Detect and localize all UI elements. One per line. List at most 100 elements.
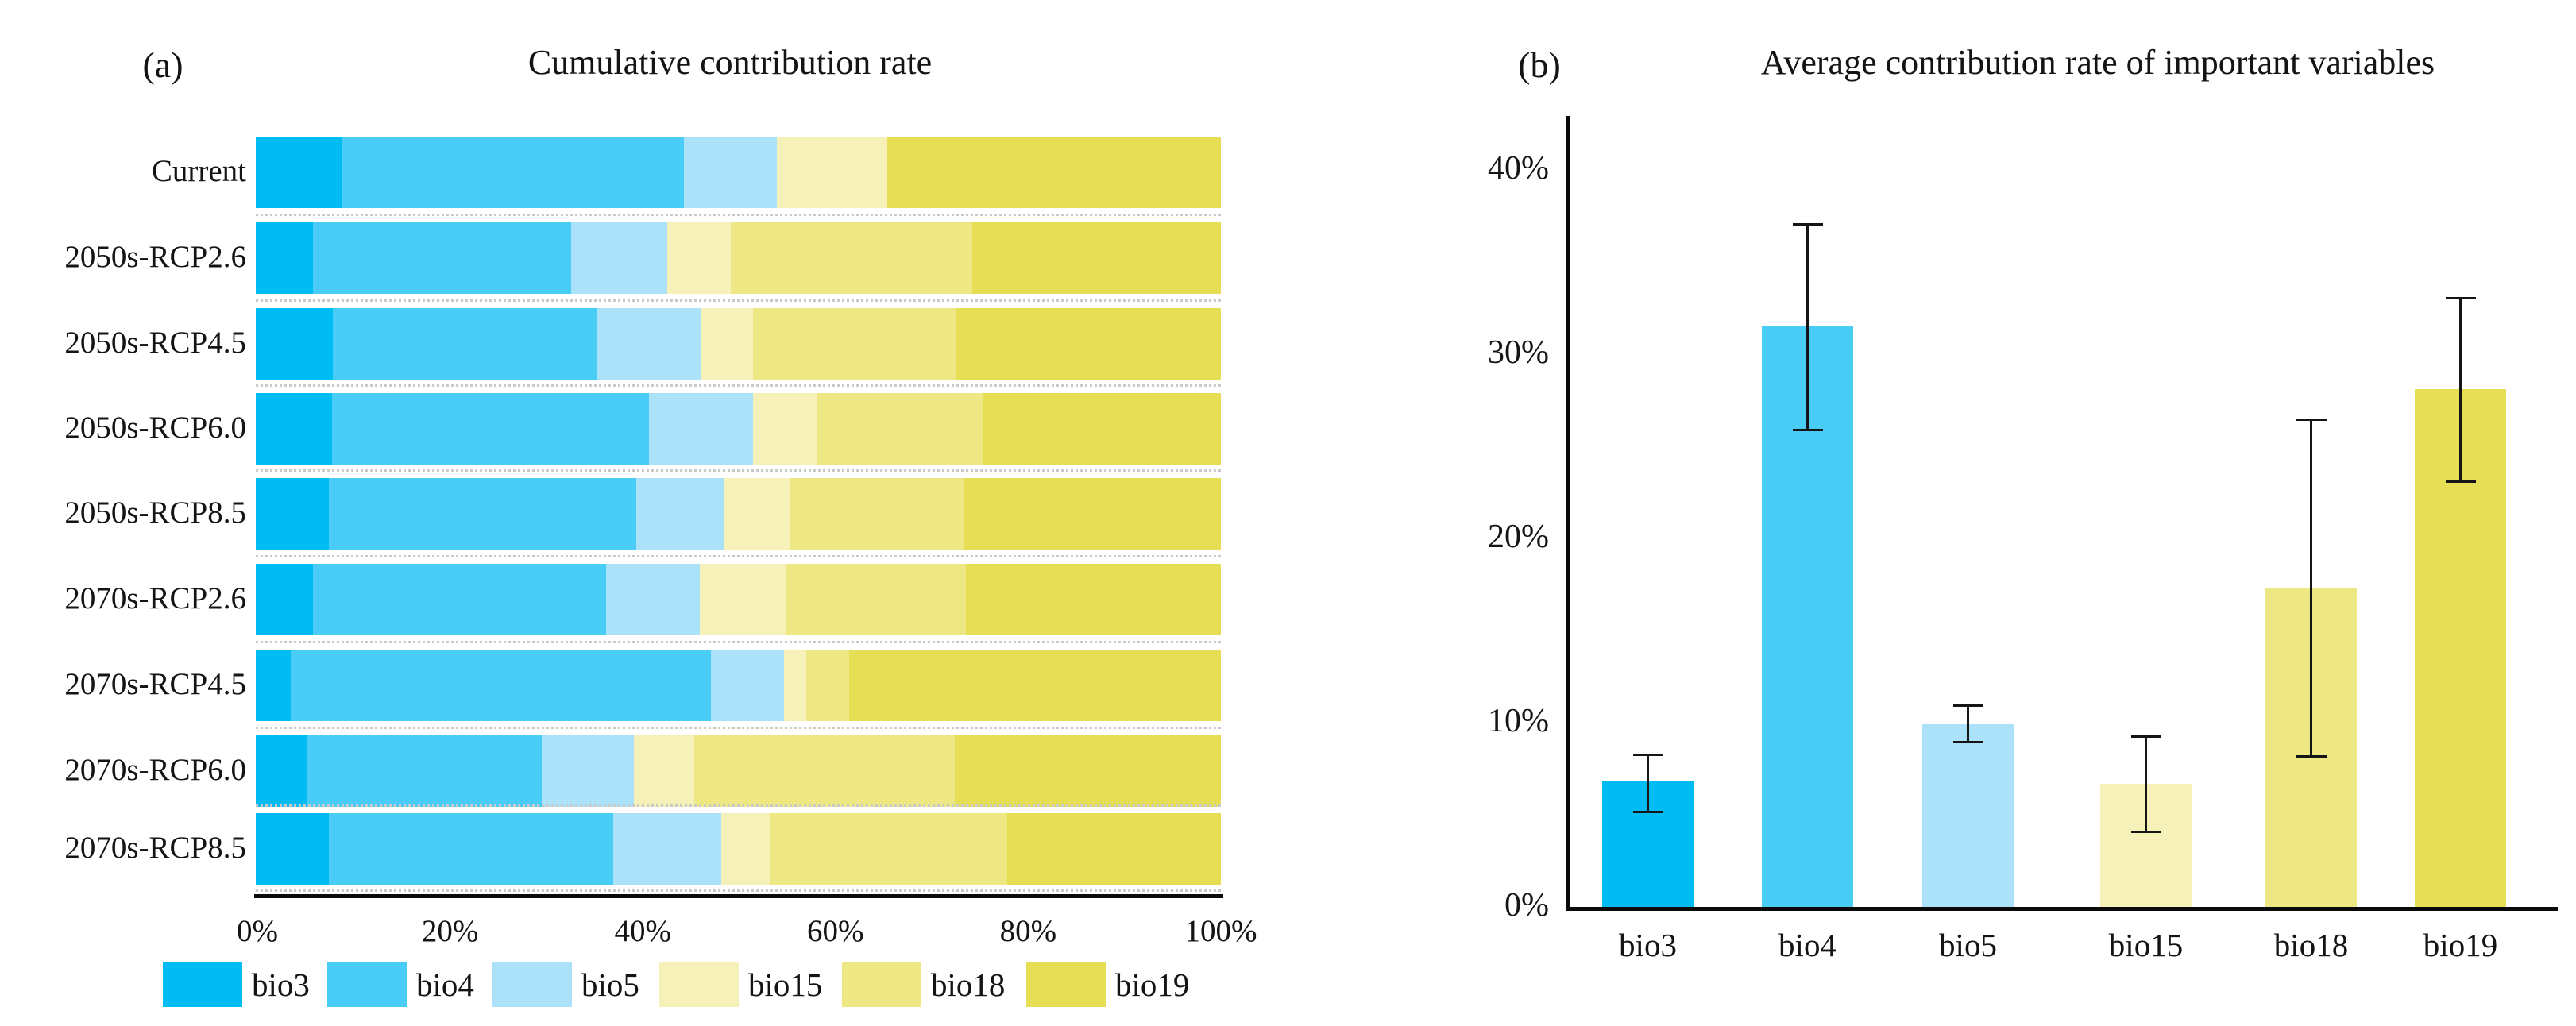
bar-segment-bio5 <box>684 137 778 208</box>
stacked-bar-row <box>256 137 1221 208</box>
error-cap-bottom <box>2296 755 2327 758</box>
legend-label: bio4 <box>416 966 474 1003</box>
bar-segment-bio15 <box>783 650 806 721</box>
y-tick-label: 30% <box>1488 334 1549 371</box>
legend-label: bio3 <box>252 966 310 1003</box>
bar-segment-bio15 <box>752 393 818 465</box>
bar-bio5 <box>1922 724 2014 907</box>
row-label: 2050s-RCP8.5 <box>64 496 246 530</box>
row-label: Current <box>151 154 246 188</box>
legend-label: bio15 <box>748 966 823 1003</box>
row-separator <box>256 469 1221 472</box>
stacked-bar-row <box>256 478 1221 550</box>
bar-segment-bio4 <box>312 222 572 294</box>
x-category-label: bio3 <box>1619 927 1677 963</box>
bar-segment-bio5 <box>596 308 701 380</box>
bar-segment-bio4 <box>329 813 613 885</box>
row-separator <box>256 299 1221 302</box>
stacked-bar-row <box>256 735 1221 807</box>
bar-segment-bio19 <box>954 735 1221 807</box>
bar-segment-bio19 <box>849 650 1221 721</box>
panel-b-label: (b) <box>1518 44 1561 85</box>
bar-segment-bio15 <box>699 564 786 635</box>
bar-segment-bio19 <box>886 137 1221 208</box>
bar-segment-bio4 <box>342 137 685 208</box>
x-category-label: bio4 <box>1778 927 1836 963</box>
row-label: 2050s-RCP6.0 <box>64 411 246 445</box>
bar-segment-bio5 <box>612 813 721 885</box>
bar-segment-bio3 <box>256 813 330 885</box>
panel-a-x-axis-line <box>254 894 1223 898</box>
bar-segment-bio15 <box>777 137 887 208</box>
bar-segment-bio18 <box>805 650 850 721</box>
error-bar-bio15 <box>2145 735 2147 834</box>
panel-a-label: (a) <box>142 44 183 85</box>
y-tick-label: 20% <box>1488 519 1549 555</box>
legend-swatch-bio5 <box>492 962 572 1007</box>
bar-segment-bio4 <box>333 308 597 380</box>
legend-swatch-bio19 <box>1026 962 1106 1007</box>
panel-b-title: Average contribution rate of important v… <box>1760 43 2435 82</box>
legend-label: bio5 <box>581 966 639 1003</box>
x-category-label: bio18 <box>2273 927 2349 963</box>
x-tick-label: 60% <box>807 914 864 948</box>
error-bar-bio18 <box>2310 418 2312 758</box>
stacked-bar-row <box>256 813 1221 885</box>
row-label: 2070s-RCP4.5 <box>64 667 246 701</box>
bar-segment-bio5 <box>648 393 753 465</box>
row-separator <box>256 384 1221 387</box>
stacked-bar-row <box>256 308 1221 380</box>
stacked-bar-row <box>256 393 1221 465</box>
legend-label: bio19 <box>1115 966 1190 1003</box>
error-cap-top <box>1632 754 1663 757</box>
stacked-bar-row <box>256 222 1221 294</box>
bar-segment-bio19 <box>966 564 1221 635</box>
stacked-bar-row <box>256 650 1221 721</box>
bar-segment-bio19 <box>963 478 1221 550</box>
x-tick-label: 100% <box>1184 914 1257 948</box>
bar-segment-bio5 <box>635 478 725 550</box>
bar-segment-bio3 <box>256 564 313 635</box>
bar-segment-bio5 <box>711 650 784 721</box>
error-bar-bio3 <box>1647 754 1649 813</box>
bar-segment-bio4 <box>290 650 712 721</box>
bar-segment-bio3 <box>256 650 291 721</box>
row-separator <box>256 804 1221 807</box>
x-tick-label: 80% <box>999 914 1057 948</box>
row-label: 2070s-RCP6.0 <box>64 753 246 787</box>
bar-segment-bio18 <box>770 813 1008 885</box>
bar-segment-bio4 <box>329 478 636 550</box>
panel-b-x-axis-line <box>1566 907 2558 911</box>
bar-segment-bio18 <box>693 735 955 807</box>
legend-swatch-bio15 <box>659 962 739 1007</box>
x-tick-label: 0% <box>237 914 278 948</box>
bar-segment-bio3 <box>256 222 313 294</box>
legend-label: bio18 <box>931 966 1006 1003</box>
bar-segment-bio5 <box>606 564 700 635</box>
x-tick-label: 20% <box>421 914 479 948</box>
row-separator <box>256 214 1221 216</box>
legend-swatch-bio4 <box>327 962 407 1007</box>
error-bar-bio4 <box>1806 223 1809 432</box>
error-cap-bottom <box>2445 480 2476 484</box>
y-tick-label: 10% <box>1488 703 1549 739</box>
error-cap-bottom <box>1632 810 1663 813</box>
x-category-label: bio15 <box>2108 927 2184 963</box>
x-category-label: bio19 <box>2423 927 2498 963</box>
bar-segment-bio5 <box>571 222 667 294</box>
row-separator <box>256 889 1221 892</box>
bar-segment-bio18 <box>786 564 967 635</box>
error-bar-bio5 <box>1967 704 1969 743</box>
row-separator <box>256 555 1221 557</box>
bar-segment-bio15 <box>701 308 753 380</box>
error-cap-top <box>2445 297 2476 300</box>
error-cap-top <box>2130 735 2161 739</box>
panel-b-y-axis-line <box>1566 116 1570 911</box>
error-bar-bio19 <box>2459 297 2462 484</box>
row-label: 2070s-RCP8.5 <box>64 831 246 865</box>
error-cap-bottom <box>1792 429 1823 432</box>
bar-segment-bio4 <box>331 393 649 465</box>
panel-a-title: Cumulative contribution rate <box>527 43 933 82</box>
bar-segment-bio3 <box>256 308 334 380</box>
